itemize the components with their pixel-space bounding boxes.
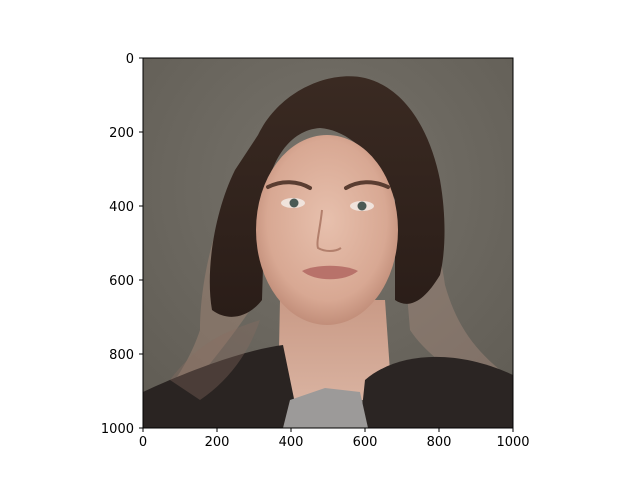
y-tick-label: 600 [109,274,134,289]
x-tick-label: 200 [205,435,230,450]
axes-frame [142,57,514,429]
left-iris [289,198,299,208]
x-tick-label: 0 [139,435,147,450]
nose [316,209,342,252]
hair [209,76,445,317]
x-tick-label: 1000 [496,435,529,450]
y-tick-label: 400 [109,200,134,215]
x-tick-label: 600 [353,435,378,450]
y-axis: 0 200 400 600 800 1000 [101,52,143,437]
shirt-collar [283,388,368,428]
jacket-left [143,345,300,428]
jacket-right [360,356,513,428]
lips [302,265,358,280]
face [256,135,398,325]
right-eyebrow [344,180,390,190]
x-tick-label: 800 [427,435,452,450]
y-tick-label: 0 [126,52,134,67]
y-tick-label: 1000 [101,422,134,437]
neck [278,300,392,400]
left-eyebrow [266,180,312,190]
right-iris [357,201,367,211]
y-tick-label: 200 [109,126,134,141]
portrait-image [143,58,513,428]
x-tick-label: 400 [279,435,304,450]
x-axis: 0 200 400 600 800 1000 [139,428,530,450]
ghost-hair-lower-left [170,320,260,400]
y-tick-label: 800 [109,348,134,363]
